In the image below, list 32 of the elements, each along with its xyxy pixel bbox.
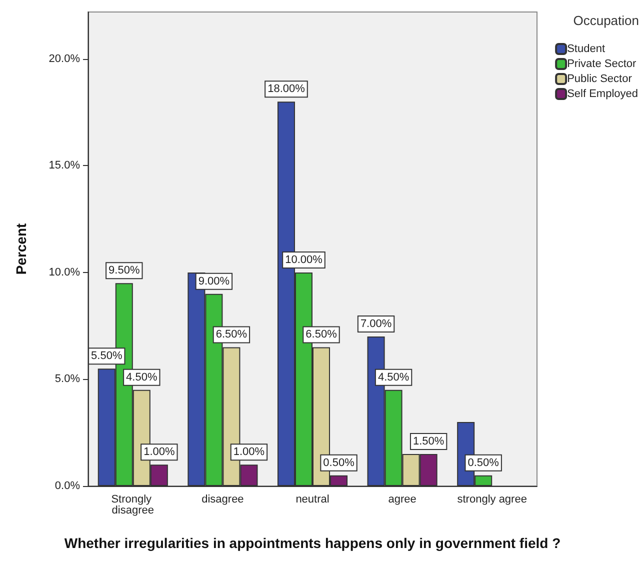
data-label: 0.50% — [468, 456, 500, 469]
y-tick-label: 0.0% — [54, 480, 80, 492]
x-tick-label: agree — [388, 494, 416, 506]
data-label: 1.00% — [233, 446, 265, 458]
y-tick-label: 15.0% — [48, 160, 80, 172]
data-label: 1.00% — [144, 446, 175, 458]
data-label: 9.50% — [108, 264, 140, 277]
legend-label: Student — [567, 43, 605, 55]
x-tick-label: strongly agree — [457, 494, 527, 506]
legend-label: Public Sector — [567, 73, 632, 85]
data-label: 7.00% — [360, 318, 392, 330]
legend-title: Occupation — [573, 13, 640, 28]
y-tick-label: 5.0% — [54, 373, 80, 386]
legend-label: Self Employed — [567, 88, 638, 100]
y-tick-label: 10.0% — [48, 266, 80, 278]
data-label: 5.50% — [91, 350, 122, 362]
data-label: 4.50% — [126, 371, 158, 384]
y-tick-label: 20.0% — [48, 52, 80, 65]
data-label: 1.50% — [412, 435, 444, 448]
x-tick-label: disagree — [202, 494, 244, 506]
data-label: 10.00% — [285, 254, 323, 266]
x-tick-label: Strongly disagree — [111, 494, 155, 516]
data-label: 0.50% — [323, 456, 355, 469]
data-label: 18.00% — [268, 83, 306, 96]
y-axis-title: Percent — [13, 222, 29, 275]
data-label: 6.50% — [306, 328, 338, 341]
x-tick-label: neutral — [296, 494, 330, 506]
data-label: 4.50% — [378, 371, 410, 384]
data-label: 6.50% — [216, 328, 248, 341]
legend-label: Private Sector — [567, 58, 636, 70]
data-label: 9.00% — [198, 275, 230, 288]
x-axis-title: Whether irregularities in appointments happens only in government field ? — [64, 535, 561, 551]
